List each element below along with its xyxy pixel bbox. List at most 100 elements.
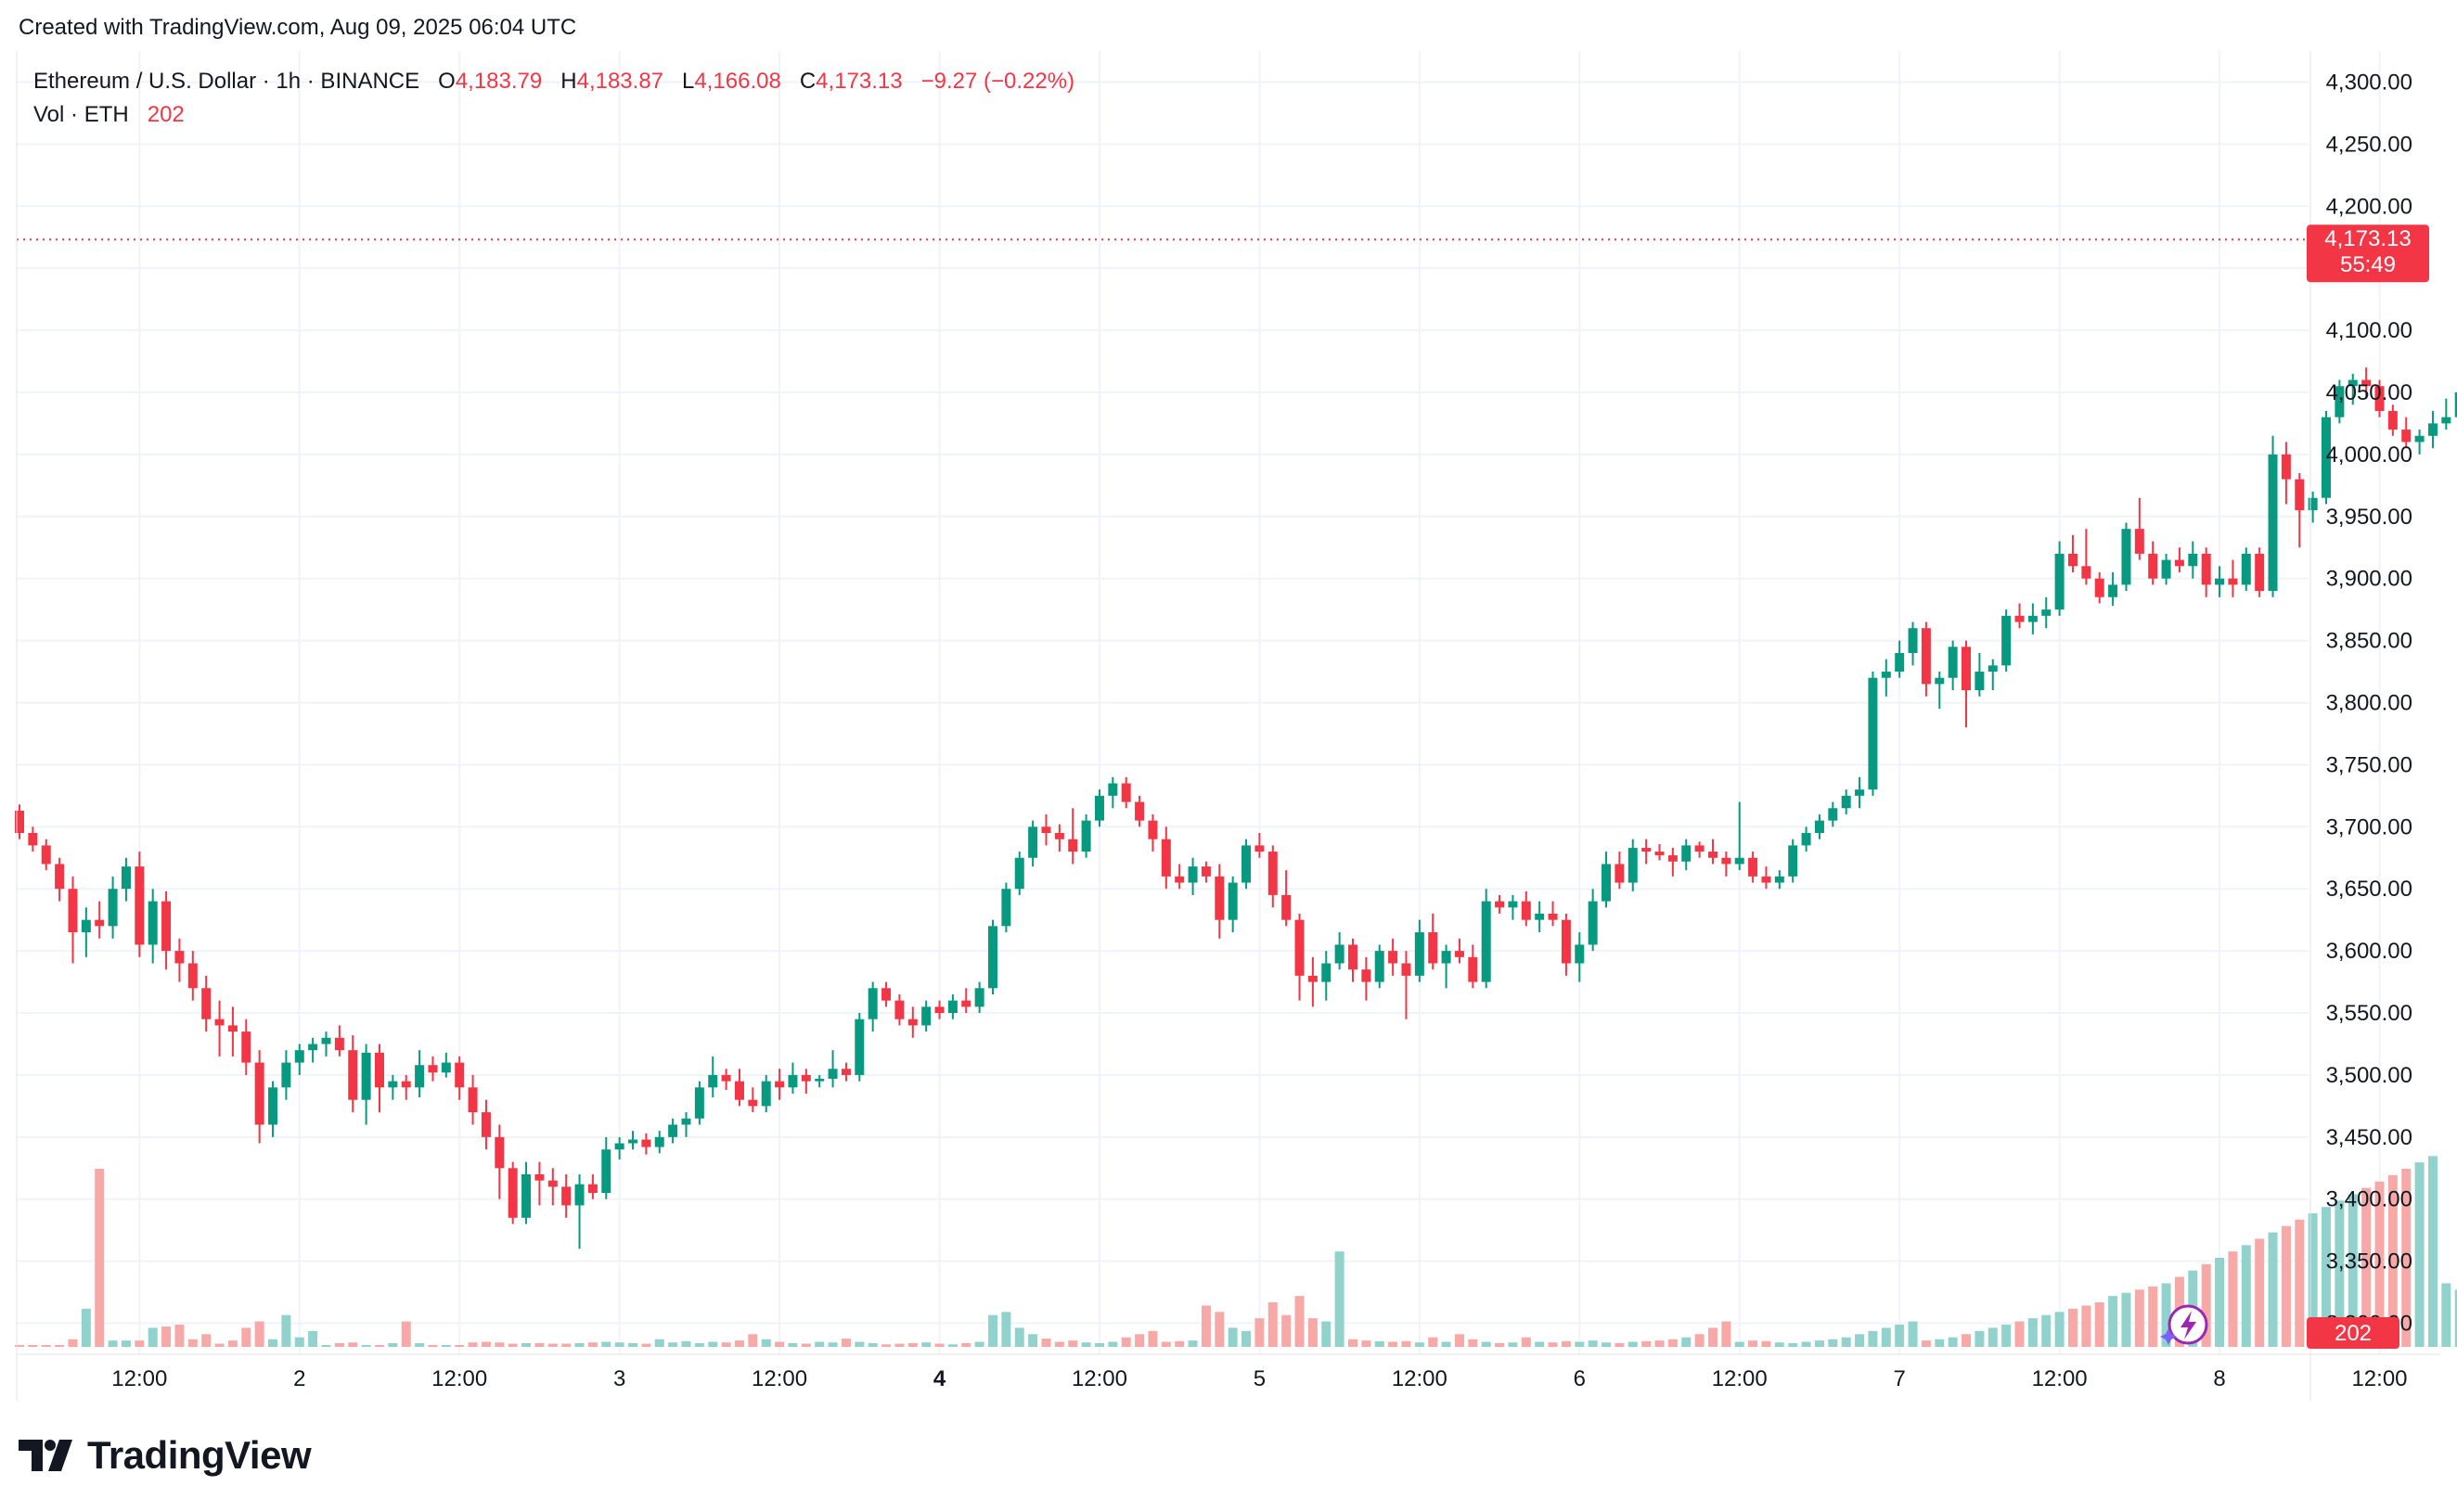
candle [801,1069,811,1094]
open-label: O [438,69,456,94]
candle [1627,839,1638,891]
volume-bar [2027,1318,2038,1347]
close-value: 4,173.13 [816,69,903,94]
candle-body [828,1069,838,1079]
candle-body [2401,429,2412,442]
volume-bar [828,1342,838,1347]
volume-bar [1788,1342,1798,1347]
candle [1028,820,1038,867]
volume-bar [1468,1339,1478,1347]
volume-bar [534,1342,545,1347]
tradingview-brand[interactable]: TradingView [19,1433,312,1478]
time-axis: 12:00 2 12:00 3 12:00 4 12:00 5 12:00 6 12:00 7 12:0… [111,1366,2407,1391]
candle-body [1602,864,1612,902]
candle-body [1068,839,1078,852]
candle [855,1013,865,1082]
volume-bar [1495,1342,1505,1347]
candle-body [2454,391,2457,417]
candle-body [801,1074,811,1082]
created-with-text: Created with TradingView.com, Aug 09, 20… [19,15,577,40]
candle [1602,852,1612,908]
candle-body [961,1000,971,1007]
candle-body [681,1118,691,1125]
lightning-icon[interactable] [2160,1304,2208,1345]
candle [1707,839,1717,865]
candle-body [2308,497,2318,511]
y-tick-label: 3,900.00 [2326,567,2412,592]
candle-body [708,1074,718,1088]
candle-body [441,1062,451,1073]
volume-bar [1734,1341,1744,1347]
candle [121,857,131,902]
low-value: 4,166.08 [694,69,781,94]
volume-bar [41,1344,51,1347]
candle [1975,652,1985,697]
candle-body [614,1143,624,1150]
candle-body [1361,969,1371,982]
candle [1495,894,1505,914]
symbol-title[interactable]: Ethereum / U.S. Dollar · 1h · BINANCE [33,69,420,94]
candle-body [1081,820,1091,852]
candle-body [1535,913,1545,920]
candle [1307,956,1318,1007]
candle [241,1019,251,1075]
candle-body [1428,932,1438,964]
volume-bar [1841,1337,1851,1347]
candle [2441,398,2451,430]
y-tick-label: 4,200.00 [2326,194,2412,219]
x-tick-label: 8 [2213,1366,2225,1391]
volume-bar [28,1344,38,1347]
candle-body [2081,566,2091,579]
volume-bar [361,1344,371,1347]
volume-bar [1962,1334,1972,1347]
candle-body [254,1062,264,1125]
volume-bar [934,1343,945,1347]
candle [641,1133,651,1155]
candle [281,1050,291,1100]
candle [681,1112,691,1137]
last-price-label: 4,173.13 55:49 [2307,224,2429,283]
candle [1267,845,1278,908]
candle [2081,529,2091,585]
candle [2134,497,2144,560]
candle [2094,572,2104,604]
volume-bar [1135,1334,1145,1347]
volume-bar [1908,1321,1918,1347]
candle-body [2268,454,2278,592]
volume-bar [1627,1341,1638,1347]
volume-bar [201,1334,212,1347]
volume-bar [1454,1334,1464,1347]
volume-bar [1001,1312,1011,1347]
candle-body [694,1087,704,1119]
volume-bar [2401,1169,2412,1347]
volume-bar [2161,1283,2171,1347]
volume-bar [587,1342,598,1347]
candle [841,1062,851,1082]
x-tick-label: 12:00 [1392,1366,1447,1391]
candle [1254,833,1265,858]
candle [1841,789,1851,814]
candle [81,907,91,957]
volume-bar [1588,1340,1598,1347]
candle [1681,839,1692,871]
candle-body [974,988,984,1007]
candle-body [2241,553,2251,585]
candle [41,839,51,871]
volume-bar [561,1343,572,1347]
candle-body [201,988,212,1019]
candle [1414,919,1424,982]
x-tick-label: 12:00 [752,1366,807,1391]
candle-body [2441,416,2451,424]
candle [1441,944,1451,989]
candle [2174,547,2184,572]
candle-body [1294,919,1305,976]
candle [1895,640,1905,678]
candle-body [1935,677,1945,685]
volume-bar [1215,1312,1225,1347]
candle-body [1548,913,1558,920]
y-tick-label: 4,100.00 [2326,318,2412,343]
volume-label[interactable]: Vol · ETH [33,102,129,127]
volume-bar [508,1343,518,1347]
candle-body [2027,615,2038,622]
